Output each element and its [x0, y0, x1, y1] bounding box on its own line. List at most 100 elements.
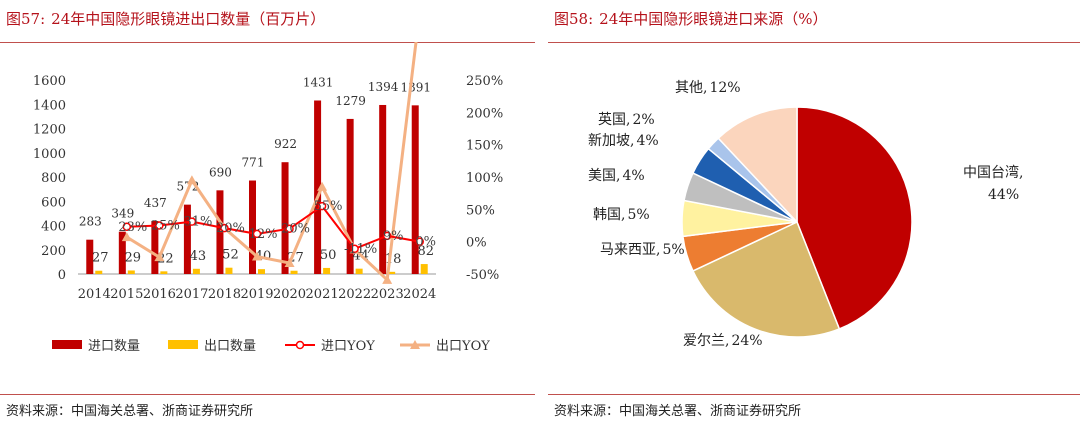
import-yoy-label: -11% — [344, 242, 377, 257]
pie-slice — [796, 106, 913, 330]
legend-swatch — [168, 340, 198, 349]
export-bar — [388, 271, 396, 274]
y-left-tick-label: 800 — [41, 171, 66, 186]
export-bar-label: 27 — [92, 251, 109, 266]
export-bar — [225, 267, 233, 274]
export-bar — [258, 269, 265, 274]
pie-slice-pct: 5% — [627, 207, 649, 223]
right-figure: 图58: 24年中国隐形眼镜进口来源（%） 中国台湾, 44% 爱尔兰, 24% 马来西亚… — [548, 0, 1080, 428]
y-left-tick-label: 1400 — [33, 98, 66, 113]
x-tick-label: 2017 — [175, 287, 208, 302]
import-bar — [216, 190, 224, 274]
export-bar — [420, 264, 428, 274]
x-tick-label: 2020 — [273, 287, 306, 302]
export-bar-label: 50 — [320, 248, 337, 263]
export-bar-label: 82 — [417, 244, 434, 259]
pie-slice-name: 美国, — [588, 168, 620, 184]
left-figure-caption: 24年中国隐形眼镜进出口数量（百万片） — [51, 10, 326, 28]
import-bar — [151, 221, 159, 274]
export-yoy-point — [121, 232, 132, 242]
pie-slice-name: 马来西亚, — [600, 242, 660, 258]
export-yoy-point — [317, 181, 328, 191]
import-bar — [249, 180, 256, 274]
import-bar-label: 1394 — [368, 80, 399, 94]
legend-label: 进口YOY — [321, 339, 375, 354]
y-left-tick-label: 1600 — [33, 74, 66, 89]
x-tick-label: 2016 — [143, 287, 176, 302]
pie-slice-label: 其他, 12% — [675, 80, 741, 96]
export-bar-label: 29 — [125, 250, 142, 265]
x-tick-label: 2018 — [208, 287, 241, 302]
y-left-tick-label: 1000 — [33, 147, 66, 162]
import-bar-label: 1391 — [400, 80, 431, 94]
pie-slice-label: 中国台湾, — [963, 164, 1023, 181]
import-bar — [346, 118, 354, 274]
y-left-tick-label: 1200 — [33, 123, 66, 138]
import-yoy-label: 25% — [151, 219, 180, 234]
pie-slice-pct: 4% — [622, 168, 644, 184]
export-bar-label: 18 — [385, 252, 402, 267]
import-bar — [379, 104, 387, 274]
import-export-chart: 0 200 400 600 800 1000 1200 1400 1600 -50% 0% 50% 10… — [33, 42, 503, 354]
export-yoy-point — [252, 251, 262, 261]
y-right-tick-label: 0% — [466, 236, 487, 251]
x-tick-label: 2021 — [306, 287, 339, 302]
import-bar-label: 690 — [209, 165, 232, 179]
y-right-tick-label: -50% — [466, 268, 499, 283]
pie-slice-name: 新加坡, — [588, 133, 634, 149]
import-yoy-label: 0% — [415, 235, 436, 250]
left-source-note: 资料来源：中国海关总署、浙商证券研究所 — [6, 404, 254, 419]
import-bar — [183, 204, 191, 274]
y-right-tick-label: 100% — [466, 171, 503, 186]
y-right-tick-label: 250% — [466, 74, 503, 89]
right-top-rule — [548, 42, 1080, 43]
import-bar-label: 771 — [242, 156, 265, 170]
import-bar-label: 283 — [79, 215, 102, 229]
pie-slice-pct: 2% — [632, 112, 654, 128]
import-yoy-point — [220, 223, 229, 233]
import-yoy-point — [350, 244, 359, 254]
export-bar — [160, 271, 168, 274]
pie-slice-pct: 24% — [731, 333, 762, 349]
import-yoy-point — [252, 229, 262, 239]
left-figure: 图57: 24年中国隐形眼镜进出口数量（百万片） 0 200 400 600 800 100… — [0, 0, 535, 428]
import-yoy-label: 23% — [118, 220, 147, 235]
pie-slice-pct: 12% — [709, 80, 740, 96]
import-yoy-point — [155, 221, 164, 230]
import-bar-label: 1431 — [303, 75, 334, 89]
pie-slice-name: 其他, — [675, 80, 707, 96]
pie-slice-label: 马来西亚, 5% — [600, 242, 685, 258]
y-right-tick-label: 200% — [466, 106, 503, 121]
x-tick-label: 2024 — [403, 287, 436, 302]
import-bar — [411, 105, 419, 274]
export-yoy-point — [382, 274, 393, 284]
pie-slice-pct: 4% — [636, 133, 658, 149]
legend-label: 进口数量 — [88, 339, 140, 354]
pie-slice-name: 爱尔兰, — [683, 333, 729, 349]
export-bar — [355, 268, 363, 274]
legend-label: 出口数量 — [204, 339, 256, 354]
import-yoy-label: 31% — [183, 215, 212, 230]
export-bar-label: 43 — [190, 249, 207, 264]
import-yoy-line — [126, 204, 420, 250]
x-tick-label: 2022 — [338, 287, 371, 302]
x-tick-label: 2023 — [371, 287, 404, 302]
left-top-rule — [0, 42, 535, 43]
import-bar — [118, 231, 126, 274]
pie-slice-pct: 5% — [662, 242, 684, 258]
pie-slice-name: 韩国, — [593, 207, 625, 223]
y-left-tick-label: 600 — [41, 195, 66, 210]
pie-slice-label: 英国, 2% — [598, 111, 655, 128]
y-left-tick-label: 0 — [58, 268, 66, 283]
pie-slice-label: 新加坡, 4% — [588, 133, 659, 149]
import-bar-label: 349 — [111, 207, 134, 221]
import-bar — [86, 239, 94, 274]
export-bar-label: 52 — [222, 248, 239, 263]
import-yoy-point — [382, 231, 392, 241]
y-left-tick-label: 200 — [41, 244, 66, 259]
import-bar-label: 1279 — [335, 94, 366, 108]
right-figure-caption: 24年中国隐形眼镜进口来源（%） — [599, 10, 828, 28]
y-right-tick-label: 50% — [466, 203, 495, 218]
export-bar — [192, 268, 200, 274]
import-yoy-label: 20% — [216, 221, 245, 236]
